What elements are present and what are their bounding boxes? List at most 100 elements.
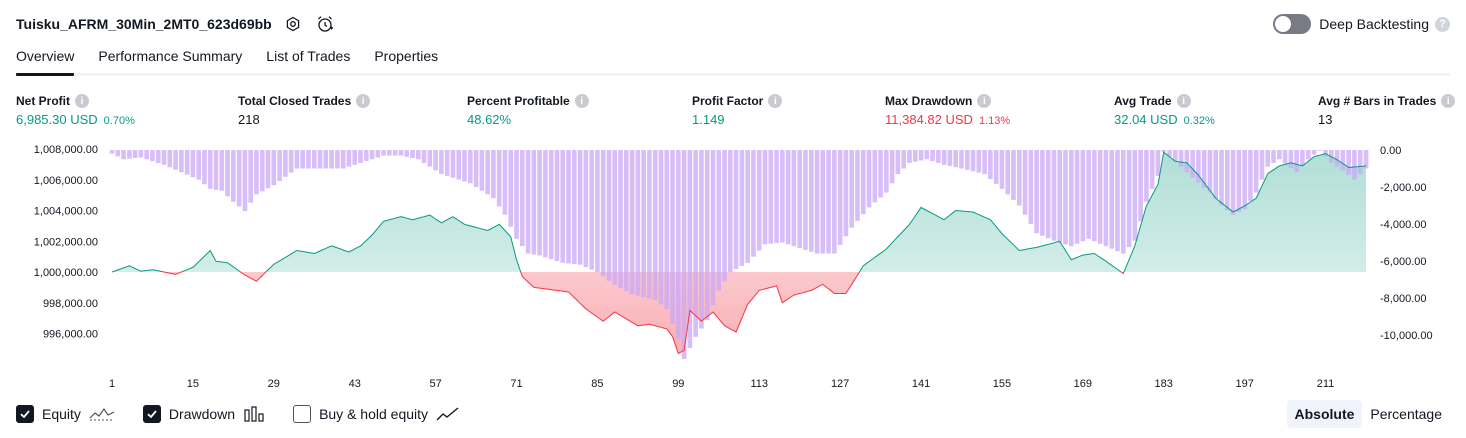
gear-icon[interactable] xyxy=(282,13,304,35)
drawdown-bar xyxy=(525,150,531,254)
drawdown-bar xyxy=(1011,150,1016,200)
drawdown-bar xyxy=(1282,150,1288,164)
info-icon[interactable]: i xyxy=(1176,94,1191,108)
metric-value: 6,985.30 USD xyxy=(16,112,98,127)
tab-overview[interactable]: Overview xyxy=(16,44,75,76)
drawdown-bar xyxy=(127,150,132,159)
drawdown-bar xyxy=(479,150,485,191)
drawdown-bar xyxy=(826,150,831,254)
scale-toggle: Absolute Percentage xyxy=(1286,400,1451,428)
info-icon[interactable]: i xyxy=(768,94,783,108)
drawdown-bar xyxy=(1167,150,1172,157)
drawdown-bar xyxy=(485,150,490,195)
left-axis-tick-label: 1,006,000.00 xyxy=(34,175,98,187)
alarm-clock-plus-icon[interactable] xyxy=(314,13,336,35)
x-axis-tick-label: 57 xyxy=(429,378,441,390)
drawdown-bar xyxy=(901,150,907,169)
legend-equity[interactable]: Equity xyxy=(16,405,115,423)
drawdown-bar xyxy=(1034,150,1039,234)
metric-value: 11,384.82 USD xyxy=(885,112,973,127)
equity-drawdown-chart[interactable]: 1,008,000.00 1,006,000.00 1,004,000.00 1,00… xyxy=(0,136,1466,392)
tab-list-of-trades[interactable]: List of Trades xyxy=(266,48,351,64)
drawdown-bar xyxy=(1271,150,1276,163)
drawdown-bar xyxy=(121,150,126,160)
x-axis-tick-label: 1 xyxy=(109,378,115,390)
drawdown-bar xyxy=(964,150,970,170)
drawdown-bar xyxy=(294,150,300,169)
percentage-button[interactable]: Percentage xyxy=(1370,406,1442,422)
drawdown-bar xyxy=(375,150,381,158)
right-axis-tick-label: -10,000.00 xyxy=(1380,330,1433,342)
drawdown-bar xyxy=(277,150,282,181)
drawdown-bar xyxy=(491,150,496,199)
drawdown-checkbox[interactable] xyxy=(142,405,161,423)
drawdown-bar xyxy=(837,150,843,245)
buy-hold-line-icon xyxy=(436,407,459,421)
tab-properties[interactable]: Properties xyxy=(374,48,439,64)
drawdown-bar xyxy=(1086,150,1091,239)
x-axis-tick-label: 197 xyxy=(1235,378,1253,390)
drawdown-bar xyxy=(398,150,404,156)
metric-value: 48.62% xyxy=(467,112,512,127)
drawdown-bar xyxy=(791,150,797,247)
drawdown-bar xyxy=(155,150,161,163)
drawdown-bar xyxy=(1242,150,1247,210)
drawdown-bar xyxy=(641,150,646,298)
drawdown-bar xyxy=(941,150,947,165)
drawdown-bar xyxy=(531,150,537,255)
drawdown-bar xyxy=(1288,150,1294,168)
info-icon[interactable]: i xyxy=(356,94,371,108)
drawdown-bars xyxy=(109,150,1369,360)
drawdown-bar xyxy=(421,150,427,163)
drawdown-bar xyxy=(1334,150,1340,167)
drawdown-bar xyxy=(745,150,750,263)
legend-buy-hold[interactable]: Buy & hold equity xyxy=(293,405,460,423)
absolute-button[interactable]: Absolute xyxy=(1286,400,1363,428)
drawdown-bar xyxy=(722,150,727,282)
question-icon[interactable]: ? xyxy=(1435,16,1450,32)
equity-checkbox[interactable] xyxy=(16,405,34,423)
legend-label: Drawdown xyxy=(168,406,236,422)
drawdown-bar xyxy=(1201,150,1207,188)
x-axis-tick-label: 113 xyxy=(750,378,768,390)
left-axis-tick-label: 1,008,000.00 xyxy=(34,144,98,156)
drawdown-bar xyxy=(537,150,542,256)
drawdown-bar xyxy=(1057,150,1063,243)
drawdown-bar xyxy=(467,150,473,184)
drawdown-bar xyxy=(629,150,635,295)
metric-title: Profit Factor xyxy=(692,94,764,108)
drawdown-bar xyxy=(236,150,242,207)
drawdown-bar xyxy=(1028,150,1034,224)
drawdown-bar xyxy=(502,150,508,215)
drawdown-bar xyxy=(704,150,710,321)
drawdown-bar xyxy=(473,150,479,187)
legend-drawdown[interactable]: Drawdown xyxy=(142,405,265,423)
drawdown-bar xyxy=(381,150,386,156)
x-axis-tick-label: 29 xyxy=(268,378,280,390)
metric-value: 13 xyxy=(1318,112,1333,127)
buy-hold-checkbox[interactable] xyxy=(293,405,312,423)
drawdown-bar xyxy=(1115,150,1120,252)
info-icon[interactable]: i xyxy=(75,94,89,108)
drawdown-bar xyxy=(936,150,941,163)
drawdown-bar xyxy=(953,150,959,168)
tab-performance-summary[interactable]: Performance Summary xyxy=(98,48,243,64)
drawdown-bar xyxy=(560,150,566,263)
toggle-knob xyxy=(1275,16,1292,32)
drawdown-bar xyxy=(254,150,259,195)
deep-backtesting-label: Deep Backtesting xyxy=(1319,16,1429,32)
drawdown-bar xyxy=(566,150,571,264)
drawdown-bar xyxy=(462,150,467,182)
info-icon[interactable]: i xyxy=(574,94,589,108)
drawdown-bar xyxy=(1172,150,1178,162)
metric-title: Net Profit xyxy=(16,94,70,108)
info-icon[interactable]: i xyxy=(1441,94,1456,108)
info-icon[interactable]: i xyxy=(977,94,992,108)
drawdown-bar xyxy=(1178,150,1184,167)
drawdown-bar xyxy=(589,150,594,270)
drawdown-bar xyxy=(878,150,883,198)
drawdown-bar xyxy=(1363,150,1369,169)
metric-percent-profitable: Percent Profitable i 48.62% xyxy=(467,94,589,127)
deep-backtesting-toggle[interactable] xyxy=(1273,14,1312,34)
drawdown-bars-icon xyxy=(244,406,264,422)
